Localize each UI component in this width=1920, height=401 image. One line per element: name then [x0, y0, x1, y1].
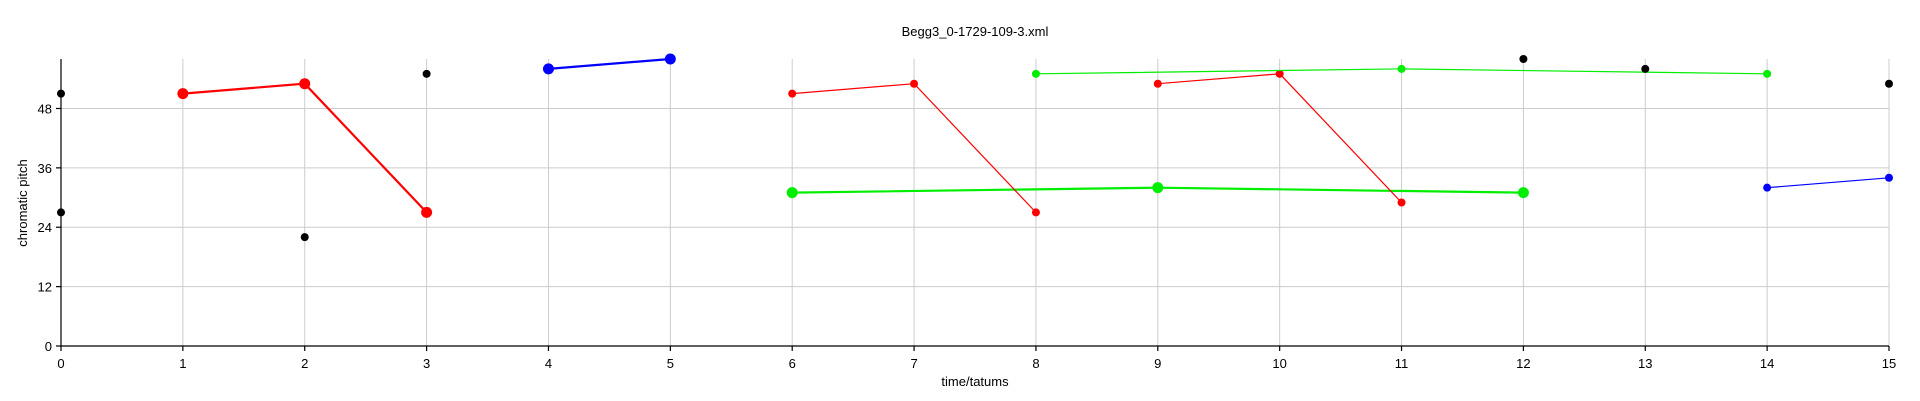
series-group [786, 182, 1529, 199]
series-point [421, 206, 433, 218]
x-tick-label: 13 [1638, 356, 1652, 371]
series-line [1767, 177, 1890, 189]
x-tick-label: 0 [57, 356, 64, 371]
grid-lines [61, 59, 1890, 346]
y-tick-label: 36 [38, 161, 52, 176]
series-point [910, 79, 919, 88]
x-tick-label: 9 [1154, 356, 1161, 371]
series-point [1397, 198, 1406, 207]
x-tick-label: 2 [301, 356, 308, 371]
x-tick-label: 4 [545, 356, 552, 371]
isolated-point [300, 233, 309, 242]
series-point [1763, 69, 1772, 78]
isolated-point [1641, 64, 1650, 73]
series-point [1517, 187, 1529, 199]
x-tick-label: 8 [1032, 356, 1039, 371]
x-tick-label: 5 [667, 356, 674, 371]
x-tick-label: 11 [1395, 356, 1409, 371]
y-tick-label: 48 [38, 101, 52, 116]
isolated-point [57, 89, 65, 98]
isolated-point [422, 69, 431, 78]
series-point [664, 53, 676, 65]
series-point [1763, 183, 1772, 192]
series-point [299, 78, 311, 90]
x-tick-label: 1 [179, 356, 186, 371]
y-tick-label: 24 [38, 220, 52, 235]
y-axis-label: chromatic pitch [15, 159, 30, 246]
isolated-point [1519, 55, 1528, 63]
series-point [788, 89, 797, 98]
series-point [1152, 182, 1164, 194]
chart-title: Begg3_0-1729-109-3.xml [902, 24, 1049, 39]
series-line [548, 57, 671, 70]
series-point [1031, 69, 1040, 78]
x-tick-label: 14 [1760, 356, 1774, 371]
series-point [1031, 208, 1040, 217]
series [177, 53, 1893, 218]
axes [60, 59, 1889, 347]
y-tick-label: 12 [38, 280, 52, 295]
x-tick-label: 10 [1272, 356, 1286, 371]
series-point [177, 88, 189, 100]
series-group [177, 78, 433, 218]
series-point [1397, 64, 1406, 73]
x-tick-label: 6 [789, 356, 796, 371]
y-tick-label: 0 [45, 339, 52, 354]
series-point [1885, 173, 1893, 182]
x-tick-label: 7 [910, 356, 917, 371]
series-group [788, 79, 1040, 217]
x-axis-label: time/tatums [941, 374, 1009, 389]
series-point [542, 63, 554, 75]
series-group [542, 53, 676, 75]
isolated-point [57, 208, 65, 217]
series-group [1763, 173, 1893, 192]
x-tick-label: 15 [1882, 356, 1896, 371]
series-point [786, 187, 798, 199]
isolated-points [57, 55, 1893, 242]
x-tick-label: 12 [1516, 356, 1530, 371]
series-point [1153, 79, 1162, 88]
series-point [1275, 69, 1284, 78]
isolated-point [1885, 79, 1893, 88]
x-tick-label: 3 [423, 356, 430, 371]
series-group [1153, 69, 1406, 207]
